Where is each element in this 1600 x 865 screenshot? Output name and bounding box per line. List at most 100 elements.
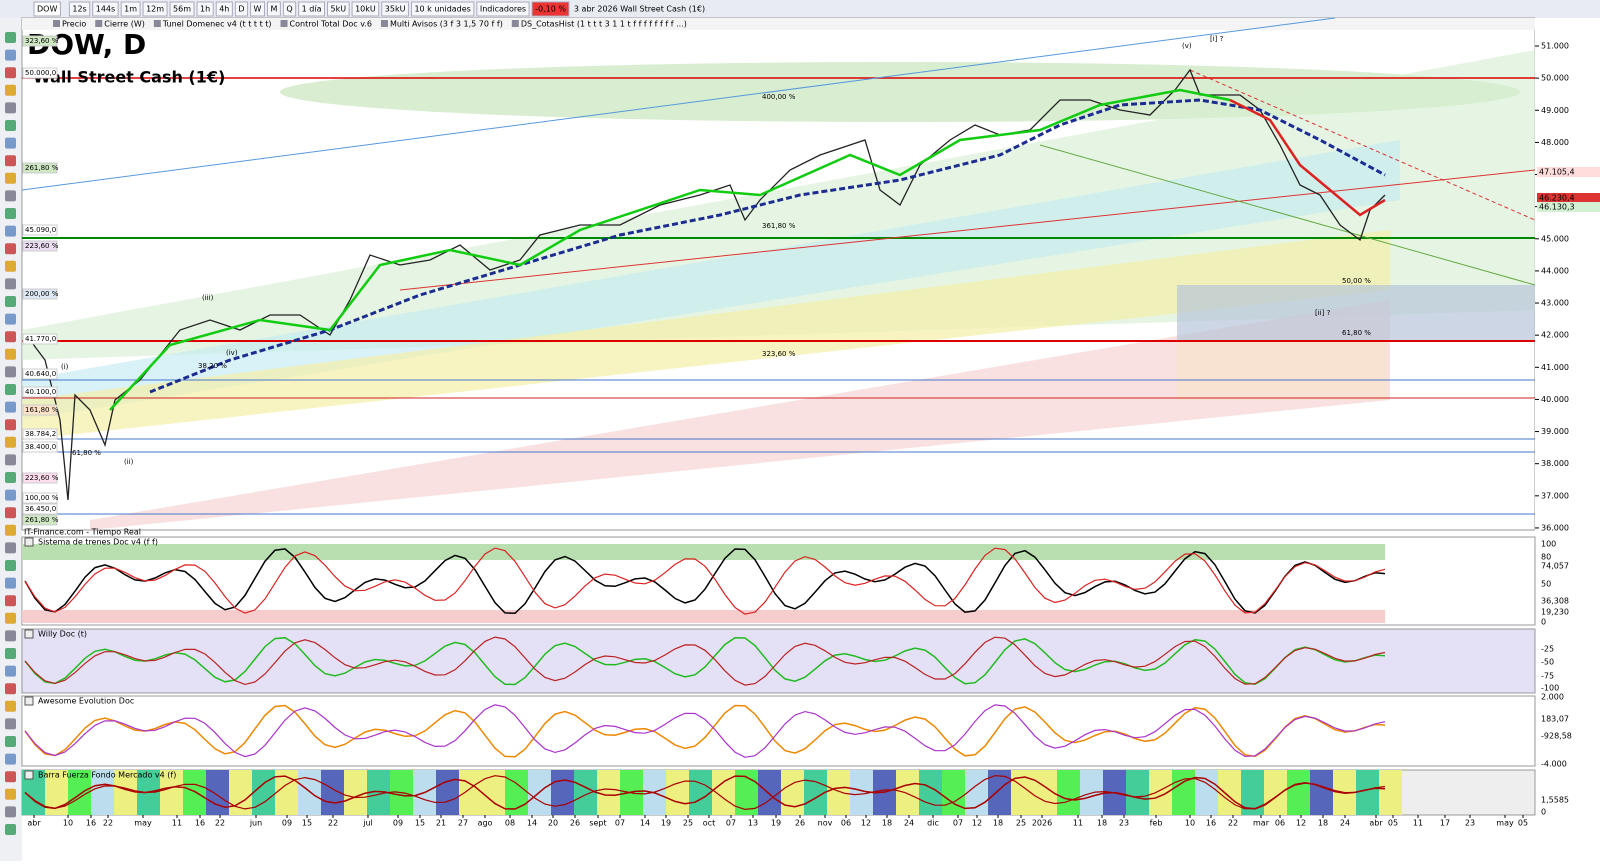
tool-icon[interactable] [5, 366, 16, 378]
tool-icon[interactable] [5, 172, 16, 184]
tool-icon[interactable] [5, 120, 16, 131]
panel-close[interactable] [24, 629, 34, 639]
toolbar-button[interactable]: 56m [173, 5, 191, 14]
toolbar-button[interactable]: 5kU [331, 5, 347, 14]
tool-icon[interactable] [5, 313, 16, 325]
tool-icon[interactable] [5, 489, 16, 501]
toolbar-button[interactable]: 1h [200, 5, 210, 14]
toolbar-button-bg[interactable] [68, 1, 91, 17]
indicator-tab[interactable]: Multi Avisos (3 f 3 1,5 70 f f) [390, 20, 503, 29]
toolbar-button-bg[interactable] [169, 1, 195, 17]
indicator-tab[interactable]: Control Total Doc v.6 [290, 20, 372, 29]
toolbar-button-bg[interactable] [33, 1, 61, 17]
tool-icon[interactable] [5, 612, 16, 624]
tool-icon[interactable] [5, 260, 16, 272]
chart-subtitle: Wall Street Cash (1€) [33, 68, 225, 87]
tool-icon[interactable] [5, 577, 16, 589]
toolbar-button-bg[interactable] [120, 1, 141, 17]
toolbar-button-bg[interactable] [327, 1, 350, 17]
indicator-tab[interactable]: DS_CotasHist (1 t t t 3 1 1 t f f f f f … [521, 20, 687, 29]
tool-icon[interactable] [5, 472, 16, 483]
toolbar-button[interactable]: 1m [124, 5, 137, 14]
toolbar-button[interactable]: W [254, 5, 262, 14]
toolbar-button-bg[interactable] [234, 1, 249, 17]
zone [90, 300, 1390, 530]
toolbar-button-bg[interactable] [196, 1, 214, 17]
indicator-line [24, 775, 1386, 811]
bar-segment [1218, 770, 1241, 815]
tool-icon[interactable] [5, 718, 16, 730]
tool-icon[interactable] [5, 454, 16, 466]
tool-icon[interactable] [5, 67, 16, 79]
tool-icon[interactable] [5, 736, 16, 747]
toolbar-button-bg[interactable] [250, 1, 265, 17]
indicator-tab[interactable]: Precio [62, 20, 86, 29]
tool-icon[interactable] [5, 278, 16, 290]
toolbar-button[interactable]: 144s [96, 5, 115, 14]
tool-icon[interactable] [5, 32, 16, 43]
bar-segment [942, 770, 965, 815]
tool-icon[interactable] [5, 648, 16, 659]
tool-icon[interactable] [5, 436, 16, 448]
tool-icon[interactable] [5, 630, 16, 642]
tool-icon[interactable] [5, 84, 16, 96]
tool-icon[interactable] [5, 419, 16, 431]
tool-icon[interactable] [5, 595, 16, 607]
toolbar-button[interactable]: DOW [37, 5, 57, 14]
tool-icon[interactable] [5, 507, 16, 519]
toolbar-button[interactable]: D [238, 5, 244, 14]
toolbar-button-bg[interactable] [266, 1, 281, 17]
tool-icon[interactable] [5, 824, 16, 835]
tool-icon[interactable] [5, 542, 16, 554]
panel-close[interactable] [24, 770, 34, 780]
tool-icon[interactable] [5, 700, 16, 712]
tool-icon[interactable] [5, 348, 16, 360]
date-axis-label: oct [703, 819, 715, 828]
tool-icon[interactable] [5, 49, 16, 61]
toolbar-button[interactable]: 10 k unidades [414, 5, 470, 14]
toolbar-button[interactable]: M [270, 5, 277, 14]
tool-icon[interactable] [5, 665, 16, 677]
tool-icon[interactable] [5, 243, 16, 255]
tool-icon[interactable] [5, 683, 16, 695]
toolbar-button-bg[interactable] [351, 1, 380, 17]
tool-icon[interactable] [5, 225, 16, 237]
tool-icon[interactable] [5, 771, 16, 783]
toolbar-button[interactable]: 35kU [385, 5, 406, 14]
level-tag [22, 503, 58, 515]
toolbar-button-bg[interactable] [381, 1, 409, 17]
tool-icon[interactable] [5, 788, 16, 800]
toolbar-button[interactable]: Indicadores [480, 5, 526, 14]
toolbar-button-bg[interactable] [282, 1, 297, 17]
toolbar-button-bg[interactable] [298, 1, 326, 17]
tool-icon[interactable] [5, 155, 16, 167]
toolbar-button[interactable]: 4h [219, 5, 229, 14]
tool-icon[interactable] [5, 296, 16, 307]
tool-icon[interactable] [5, 190, 16, 202]
toolbar-button[interactable]: 12s [72, 5, 86, 14]
toolbar-button[interactable]: Q [286, 5, 292, 14]
tool-icon[interactable] [5, 384, 16, 395]
tool-icon[interactable] [5, 524, 16, 536]
toolbar-button-bg[interactable] [410, 1, 475, 17]
toolbar-button-bg[interactable] [476, 1, 530, 17]
panel-close[interactable] [24, 696, 34, 706]
toolbar-button-bg[interactable] [142, 1, 168, 17]
tool-icon[interactable] [5, 753, 16, 765]
toolbar-button-bg[interactable] [215, 1, 233, 17]
toolbar-button[interactable]: 1 día [302, 5, 322, 14]
tool-icon[interactable] [5, 137, 16, 149]
indicator-tab[interactable]: Tunel Domenec v4 (t t t t t) [162, 20, 272, 29]
toolbar-button-bg[interactable] [92, 1, 119, 17]
panel-close[interactable] [24, 537, 34, 547]
level-tag-label: 323,60 % [25, 37, 59, 45]
tool-icon[interactable] [5, 102, 16, 114]
toolbar-button[interactable]: 10kU [355, 5, 376, 14]
tool-icon[interactable] [5, 208, 16, 219]
indicator-tab[interactable]: Cierre (W) [104, 20, 145, 29]
tool-icon[interactable] [5, 401, 16, 413]
tool-icon[interactable] [5, 560, 16, 571]
toolbar-button[interactable]: 12m [146, 5, 164, 14]
tool-icon[interactable] [5, 806, 16, 818]
tool-icon[interactable] [5, 331, 16, 343]
